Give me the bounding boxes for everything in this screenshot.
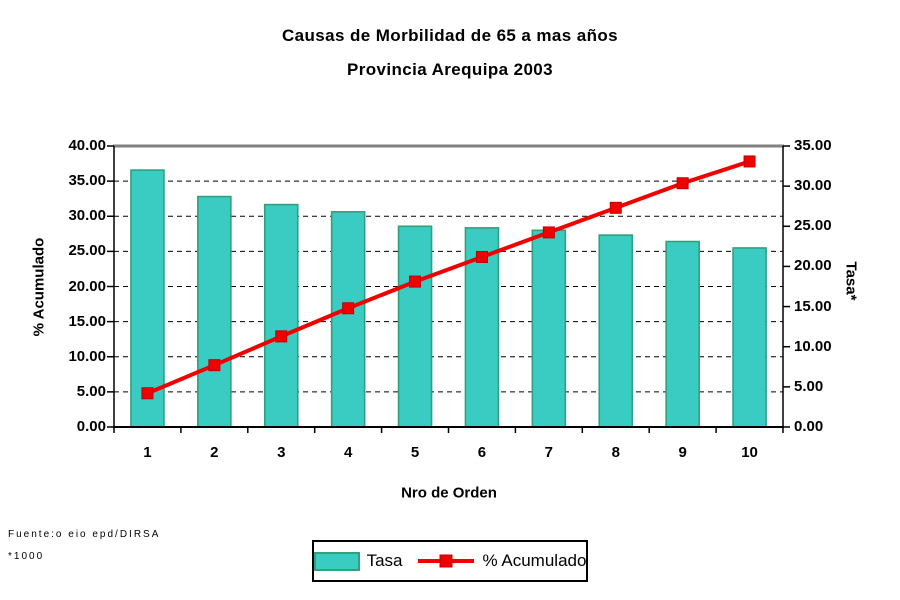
right-axis-tick-label: 5.00 [794,377,824,395]
right-axis-tick-label: 30.00 [794,177,832,195]
tasa-bar [263,203,299,428]
left-axis-tick-label: 40.00 [68,137,106,154]
left-axis-tick-label: 5.00 [76,382,106,400]
x-axis-tick-label: 5 [410,444,420,461]
tasa-bar [665,240,700,428]
x-axis-tick-label: 8 [611,444,620,461]
x-axis-tick-label: 2 [210,444,219,461]
left-axis-tick-label: 15.00 [68,312,106,330]
acumulado-marker [475,250,488,263]
right-axis-tick-label: 25.00 [794,217,832,235]
acumulado-line [146,159,751,396]
chart-subtitle: Provincia Arequipa 2003 [346,60,554,79]
left-axis-tick-label: 30.00 [68,207,106,225]
line-marker-icon [439,554,453,568]
acumulado-marker [409,275,422,288]
tasa-bar [531,229,567,428]
x-axis-tick-label: 9 [678,444,687,461]
acumulado-marker [542,226,555,239]
source-note: Fuente:o eio epd/DIRSA [8,529,161,540]
tasa-bar [598,234,634,428]
tasa-bar [732,247,767,428]
left-axis-title: % Acumulado [30,237,48,337]
right-axis-tick-label: 20.00 [794,257,832,275]
acumulado-marker [342,302,355,315]
left-axis-tick-label: 0.00 [76,418,106,435]
chart-title: Causas de Morbilidad de 65 a mas años [281,26,619,45]
right-axis-tick-label: 10.00 [794,337,832,355]
multiplier-note: *1000 [8,551,45,562]
x-axis-title: Nro de Orden [401,484,497,502]
x-axis-tick-label: 10 [741,444,758,461]
right-axis-tick-label: 15.00 [794,297,832,315]
acumulado-marker [743,155,756,168]
left-axis-tick-label: 10.00 [68,347,106,365]
tasa-bar [130,169,165,428]
left-axis-tick-label: 35.00 [68,172,106,190]
tasa-bar [397,225,433,428]
x-axis-tick-label: 6 [477,444,487,461]
legend-label-tasa: Tasa [366,551,403,570]
acumulado-marker [141,387,154,400]
acumulado-marker [676,177,689,190]
right-axis-tick-label: 35.00 [794,137,832,154]
line-swatch-icon [418,554,475,568]
acumulado-marker [208,359,221,372]
tasa-bar [197,195,232,428]
left-axis-tick-label: 25.00 [68,242,106,260]
x-axis-tick-label: 3 [277,444,286,461]
right-axis-tick-label: 0.00 [794,418,824,435]
bar-swatch-icon [313,551,360,571]
x-axis-tick-label: 7 [544,444,554,461]
x-axis-tick-label: 1 [143,444,152,461]
acumulado-marker [275,330,288,343]
acumulado-marker [609,201,622,214]
tasa-bar [330,211,366,428]
right-axis-title: Tasa* [842,261,860,301]
left-axis-tick-label: 20.00 [68,277,106,295]
x-axis-tick-label: 4 [343,444,353,461]
legend: Tasa % Acumulado [312,540,588,582]
legend-label-acumulado: % Acumulado [482,551,587,570]
